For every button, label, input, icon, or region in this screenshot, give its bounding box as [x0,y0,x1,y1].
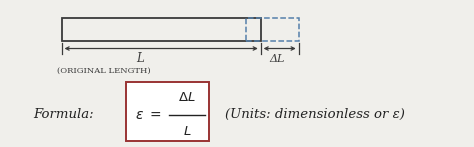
Text: L: L [136,52,144,65]
Text: ΔL: ΔL [270,54,285,64]
Bar [62,18,261,41]
Text: $L$: $L$ [183,125,191,138]
Bar [126,82,209,141]
Bar [246,18,299,41]
Text: (Units: ​dimensionless or ε): (Units: ​dimensionless or ε) [225,108,405,121]
Text: Formula:: Formula: [33,108,94,121]
Text: $\varepsilon\ =$: $\varepsilon\ =$ [135,108,162,122]
Text: $\Delta L$: $\Delta L$ [178,91,196,104]
Text: (ORIGINAL LENGTH): (ORIGINAL LENGTH) [57,67,151,75]
